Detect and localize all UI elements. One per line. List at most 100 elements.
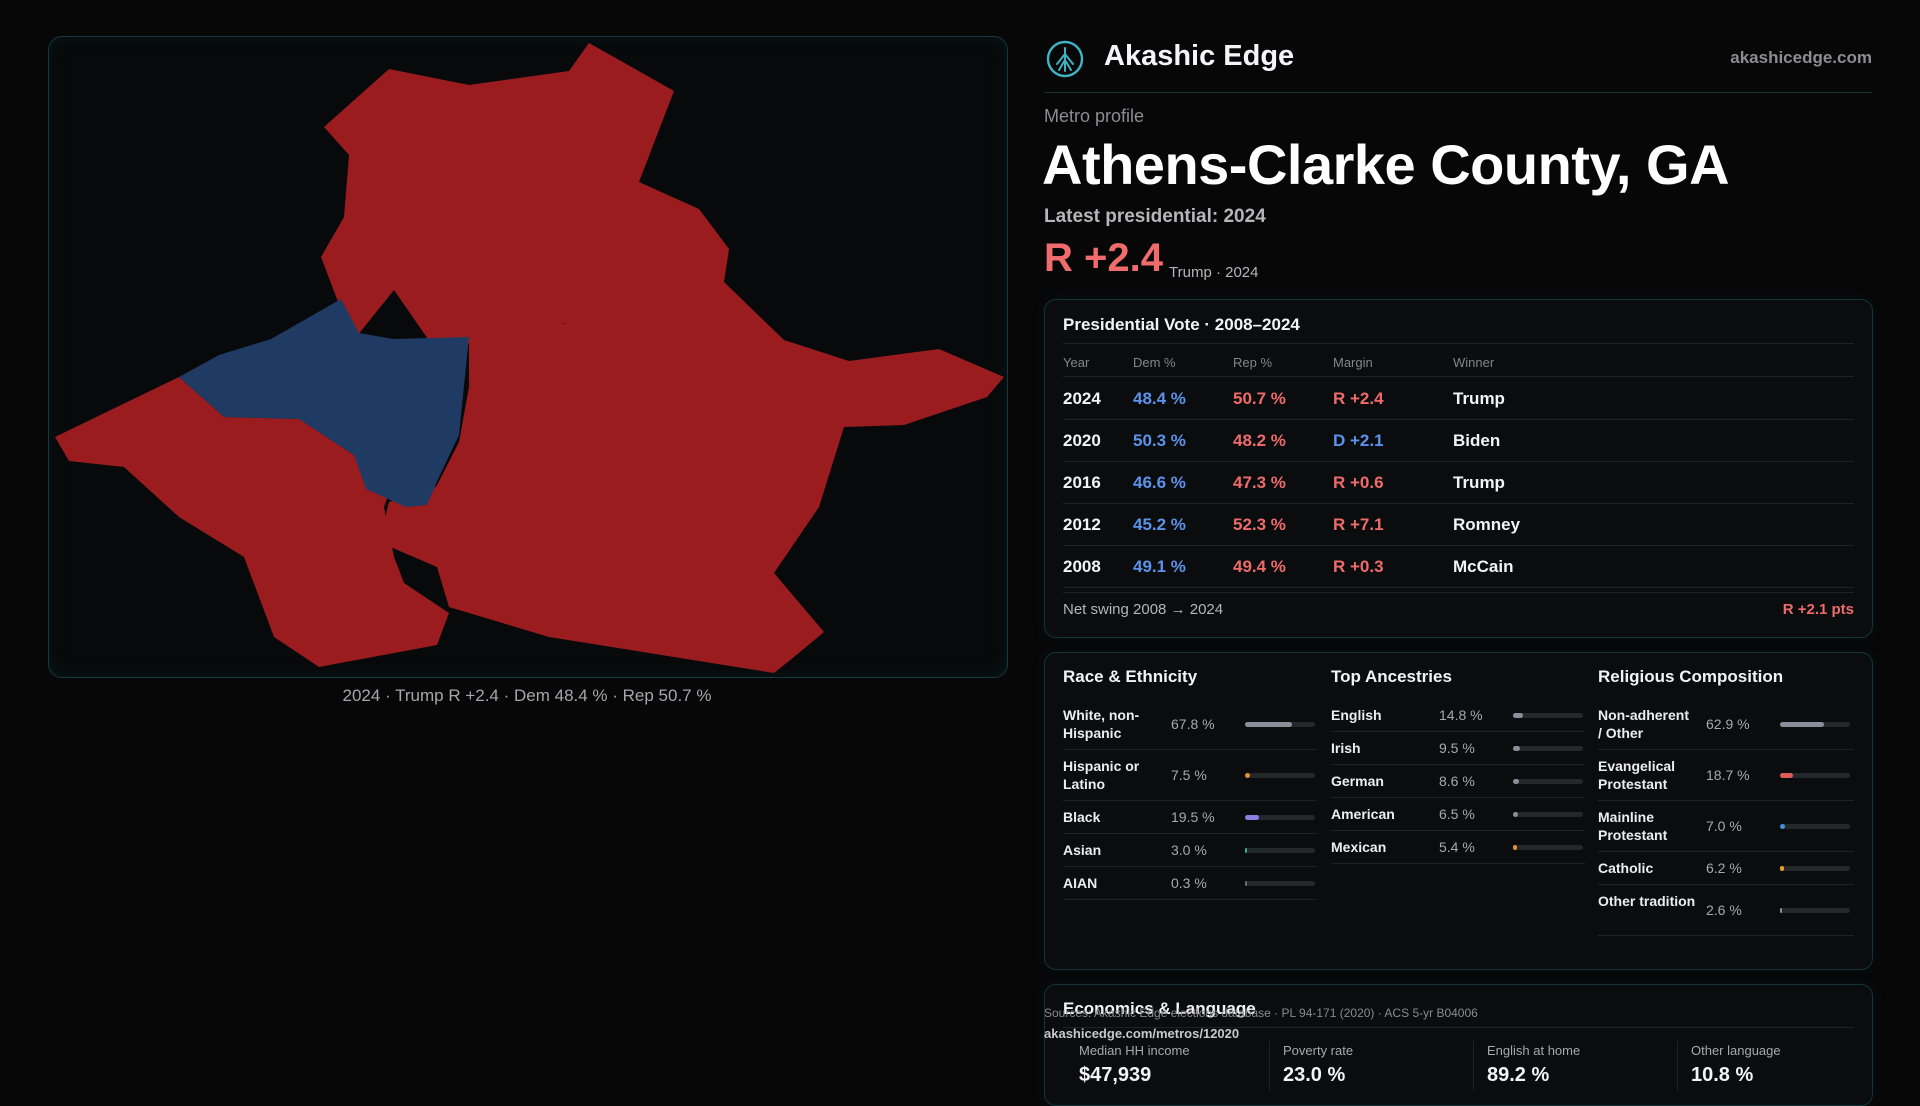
- latest-margin: R +2.4: [1044, 236, 1163, 280]
- composition-card: Race & Ethnicity White, non-Hispanic 67.8…: [1044, 652, 1873, 970]
- table-row[interactable]: 2016 46.6 % 47.3 % R +0.6 Trump: [1063, 462, 1854, 504]
- cell-margin: R +0.3: [1333, 557, 1384, 576]
- percent-bar: [1513, 844, 1583, 850]
- divider: [1063, 343, 1854, 344]
- item-label: German: [1331, 773, 1384, 789]
- profile-kicker: Metro profile: [1044, 106, 1145, 126]
- percent-bar-fill: [1513, 844, 1517, 850]
- list-item: Asian 3.0 %: [1063, 834, 1317, 867]
- stat-value: 10.8 %: [1691, 1064, 1754, 1086]
- cell-rep: 52.3 %: [1233, 515, 1286, 534]
- presidential-vote-card: Presidential Vote · 2008–2024 Year Dem %…: [1044, 299, 1873, 638]
- list-item: Evangelical Protestant 18.7 %: [1598, 750, 1854, 801]
- percent-bar-fill: [1245, 721, 1293, 727]
- percent-bar-fill: [1780, 823, 1785, 829]
- item-percent: 18.7 %: [1706, 767, 1750, 783]
- item-percent: 7.0 %: [1706, 818, 1742, 834]
- economics-stat: Poverty rate 23.0 %: [1283, 1043, 1463, 1087]
- list-item: Catholic 6.2 %: [1598, 852, 1854, 885]
- brand-name[interactable]: Akashic Edge: [1104, 40, 1295, 72]
- percent-bar: [1245, 814, 1315, 820]
- map-region-dem[interactable]: [179, 299, 469, 507]
- percent-bar: [1245, 847, 1315, 853]
- percent-bar: [1780, 865, 1850, 871]
- map-region-north[interactable]: [321, 43, 784, 382]
- akashic-tree-icon[interactable]: [1046, 40, 1084, 78]
- list-item: American 6.5 %: [1331, 798, 1585, 831]
- item-label: Mexican: [1331, 839, 1387, 855]
- cell-year: 2016: [1063, 473, 1101, 492]
- cell-winner: Romney: [1453, 515, 1521, 534]
- economics-card: Economics & Language Median HH income $47…: [1044, 984, 1873, 1106]
- table-row[interactable]: 2020 50.3 % 48.2 % D +2.1 Biden: [1063, 420, 1854, 462]
- cell-margin: R +7.1: [1333, 515, 1384, 534]
- cell-rep: 50.7 %: [1233, 389, 1286, 408]
- cell-rep: 48.2 %: [1233, 431, 1286, 450]
- item-label: White, non-Hispanic: [1063, 707, 1140, 741]
- map-caption: 2024 · Trump R +2.4 · Dem 48.4 % · Rep 5…: [342, 686, 712, 705]
- item-percent: 6.5 %: [1439, 806, 1475, 822]
- stat-label: Median HH income: [1079, 1043, 1190, 1058]
- list-item: Mainline Protestant 7.0 %: [1598, 801, 1854, 852]
- list-item: Black 19.5 %: [1063, 801, 1317, 834]
- cell-year: 2008: [1063, 557, 1101, 576]
- percent-bar: [1780, 907, 1850, 913]
- cell-margin: R +0.6: [1333, 473, 1384, 492]
- percent-bar-fill: [1513, 778, 1520, 784]
- page-title: Athens-Clarke County, GA: [1042, 133, 1730, 196]
- cell-winner: Trump: [1453, 389, 1505, 408]
- percent-bar: [1780, 823, 1850, 829]
- brand-site-link[interactable]: akashicedge.com: [1730, 48, 1872, 67]
- vote-card-title: Presidential Vote · 2008–2024: [1063, 315, 1300, 334]
- item-label: Hispanic or Latino: [1063, 758, 1140, 792]
- header-dem: Dem %: [1133, 355, 1176, 370]
- map-region-west[interactable]: [55, 377, 449, 667]
- percent-bar: [1245, 721, 1315, 727]
- item-percent: 2.6 %: [1706, 902, 1742, 918]
- item-percent: 62.9 %: [1706, 716, 1750, 732]
- religion-title: Religious Composition: [1598, 667, 1784, 686]
- item-percent: 8.6 %: [1439, 773, 1475, 789]
- stat-value: $47,939: [1079, 1064, 1152, 1086]
- net-swing-value: R +2.1 pts: [1782, 601, 1854, 618]
- cell-rep: 49.4 %: [1233, 557, 1286, 576]
- map-region-east[interactable]: [379, 309, 1004, 673]
- list-item: AIAN 0.3 %: [1063, 867, 1317, 900]
- race-ethnicity-section: Race & Ethnicity White, non-Hispanic 67.8…: [1063, 667, 1317, 900]
- net-swing-label: Net swing 2008 → 2024: [1063, 601, 1224, 618]
- cell-winner: Biden: [1453, 431, 1501, 450]
- item-label: Other tradition: [1598, 893, 1696, 909]
- table-row[interactable]: 2008 49.1 % 49.4 % R +0.3 McCain: [1063, 546, 1854, 588]
- sources-note: Sources: Akashic Edge elections database…: [1044, 1006, 1478, 1020]
- net-swing-row: Net swing 2008 → 2024 R +2.1 pts: [1063, 592, 1854, 625]
- cell-winner: McCain: [1453, 557, 1514, 576]
- table-row[interactable]: 2012 45.2 % 52.3 % R +7.1 Romney: [1063, 504, 1854, 546]
- table-row[interactable]: 2024 48.4 % 50.7 % R +2.4 Trump: [1063, 378, 1854, 420]
- stat-label: Other language: [1691, 1043, 1781, 1058]
- item-percent: 6.2 %: [1706, 860, 1742, 876]
- item-label: Asian: [1063, 842, 1102, 858]
- divider: [1473, 1041, 1474, 1091]
- percent-bar-fill: [1513, 712, 1524, 718]
- cell-dem: 46.6 %: [1133, 473, 1186, 492]
- header-winner: Winner: [1453, 355, 1495, 370]
- item-label: AIAN: [1063, 875, 1098, 891]
- item-percent: 5.4 %: [1439, 839, 1475, 855]
- item-percent: 9.5 %: [1439, 740, 1475, 756]
- stat-value: 89.2 %: [1487, 1064, 1550, 1086]
- cell-rep: 47.3 %: [1233, 473, 1286, 492]
- cell-year: 2024: [1063, 389, 1101, 408]
- list-item: German 8.6 %: [1331, 765, 1585, 798]
- economics-stat: Median HH income $47,939: [1079, 1043, 1259, 1087]
- economics-stat: English at home 89.2 %: [1487, 1043, 1667, 1087]
- percent-bar-fill: [1780, 772, 1794, 778]
- divider: [1063, 1027, 1854, 1028]
- sources-url-link[interactable]: akashicedge.com/metros/12020: [1044, 1026, 1240, 1041]
- item-label: Black: [1063, 809, 1101, 825]
- race-title: Race & Ethnicity: [1063, 667, 1198, 686]
- precinct-map[interactable]: [49, 37, 1007, 677]
- list-item: White, non-Hispanic 67.8 %: [1063, 699, 1317, 750]
- percent-bar: [1513, 712, 1583, 718]
- county-map[interactable]: [48, 36, 1008, 678]
- percent-bar-fill: [1245, 772, 1251, 778]
